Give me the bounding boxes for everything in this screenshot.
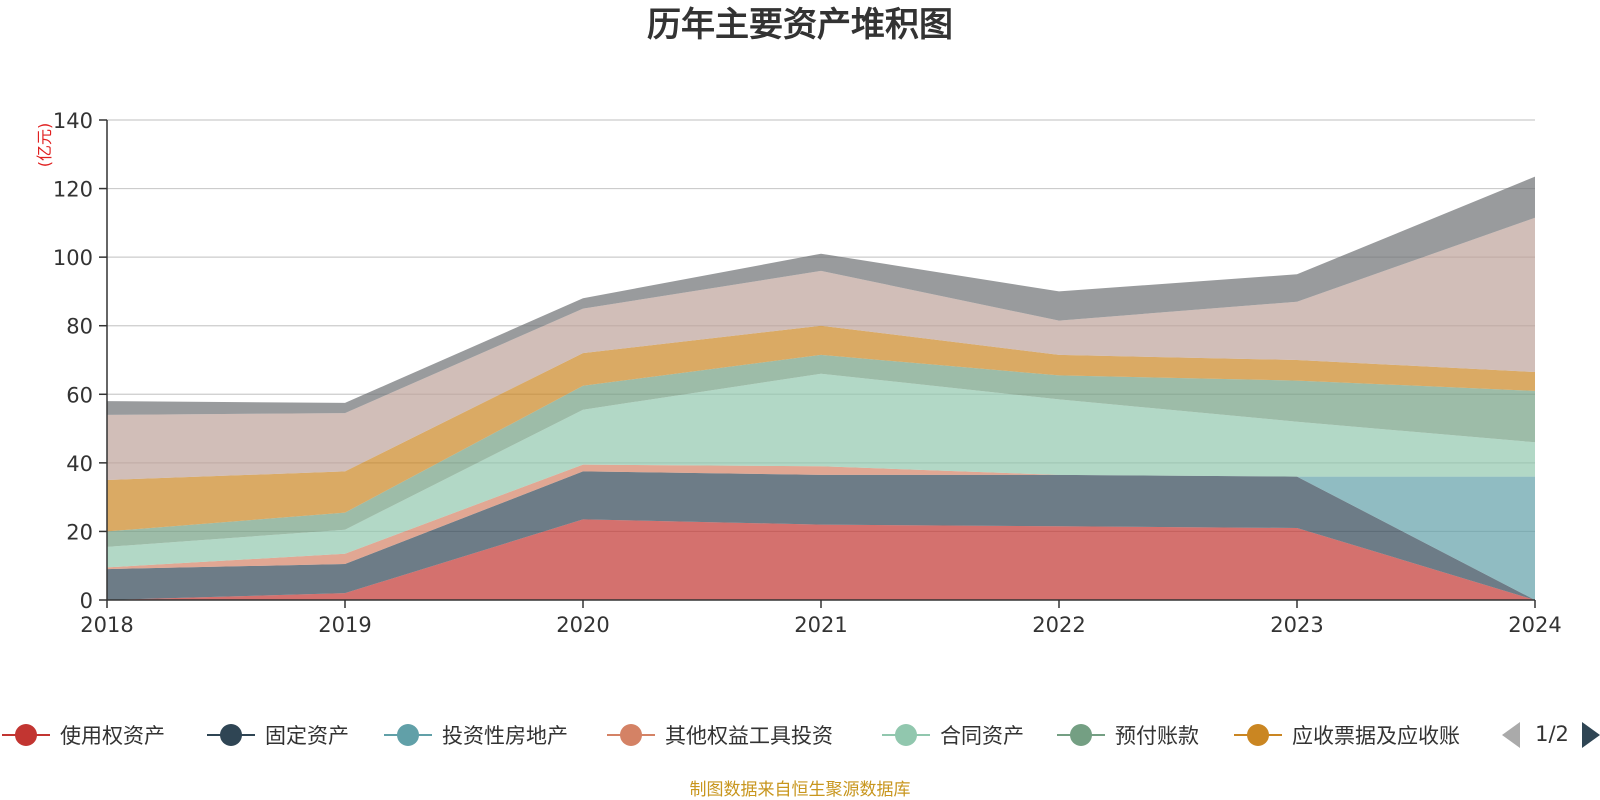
x-axis-ticks: 2018 2019 2020 2021 2022 2023 2024 xyxy=(80,600,1562,637)
y-tick-label: 120 xyxy=(53,178,93,202)
y-tick-label: 100 xyxy=(53,246,93,270)
legend-marker xyxy=(1247,724,1269,746)
x-tick-label: 2024 xyxy=(1508,613,1561,637)
y-axis-unit-label: (亿元) xyxy=(35,123,54,168)
y-tick-label: 60 xyxy=(66,383,93,407)
legend: 使用权资产 固定资产 投资性房地产 其他权益工具投资 合同资产 预付账款 应收票据及应收账 xyxy=(2,724,1460,748)
x-tick-label: 2020 xyxy=(556,613,609,637)
x-tick-label: 2019 xyxy=(318,613,371,637)
y-tick-label: 40 xyxy=(66,452,93,476)
legend-marker xyxy=(620,724,642,746)
legend-item[interactable]: 预付账款 xyxy=(1057,724,1199,748)
area-series-2 xyxy=(107,471,1535,600)
x-tick-label: 2021 xyxy=(794,613,847,637)
legend-item[interactable]: 使用权资产 xyxy=(2,724,165,748)
legend-marker xyxy=(397,724,419,746)
area-series xyxy=(107,176,1535,600)
area-series-4 xyxy=(107,373,1535,568)
legend-next-page-icon[interactable] xyxy=(1582,722,1600,748)
legend-item[interactable]: 应收票据及应收账 xyxy=(1234,724,1460,748)
legend-marker xyxy=(1070,724,1092,746)
legend-marker xyxy=(220,724,242,746)
y-tick-label: 140 xyxy=(53,109,93,133)
legend-label: 应收票据及应收账 xyxy=(1292,724,1460,748)
area-series-0 xyxy=(107,519,1535,600)
legend-label: 投资性房地产 xyxy=(442,724,568,748)
area-series-8 xyxy=(107,176,1535,415)
legend-label: 其他权益工具投资 xyxy=(665,724,833,748)
x-tick-label: 2018 xyxy=(80,613,133,637)
area-series-5 xyxy=(107,354,1535,547)
chart-title: 历年主要资产堆积图 xyxy=(647,5,953,45)
legend-marker xyxy=(895,724,917,746)
legend-page-indicator: 1/2 xyxy=(1535,722,1569,746)
legend-label: 预付账款 xyxy=(1115,724,1199,748)
area-series-1 xyxy=(107,471,1535,600)
legend-item[interactable]: 其他权益工具投资 xyxy=(607,724,833,748)
legend-marker xyxy=(15,724,37,746)
legend-prev-page-icon[interactable] xyxy=(1502,722,1520,748)
y-tick-label: 20 xyxy=(66,520,93,544)
y-axis-ticks: 0 20 40 60 80 100 120 140 xyxy=(53,109,107,613)
legend-label: 固定资产 xyxy=(265,724,349,748)
legend-pager: 1/2 xyxy=(1502,722,1600,748)
legend-item[interactable]: 固定资产 xyxy=(207,724,349,748)
data-source-note: 制图数据来自恒生聚源数据库 xyxy=(690,780,911,800)
area-series-6 xyxy=(107,325,1535,532)
x-tick-label: 2023 xyxy=(1270,613,1323,637)
legend-item[interactable]: 合同资产 xyxy=(882,724,1024,748)
legend-label: 使用权资产 xyxy=(60,724,165,748)
area-series-7 xyxy=(107,217,1535,480)
y-tick-label: 80 xyxy=(66,315,93,339)
legend-item[interactable]: 投资性房地产 xyxy=(384,724,568,748)
legend-label: 合同资产 xyxy=(940,724,1024,748)
y-tick-label: 0 xyxy=(80,589,93,613)
x-tick-label: 2022 xyxy=(1032,613,1085,637)
